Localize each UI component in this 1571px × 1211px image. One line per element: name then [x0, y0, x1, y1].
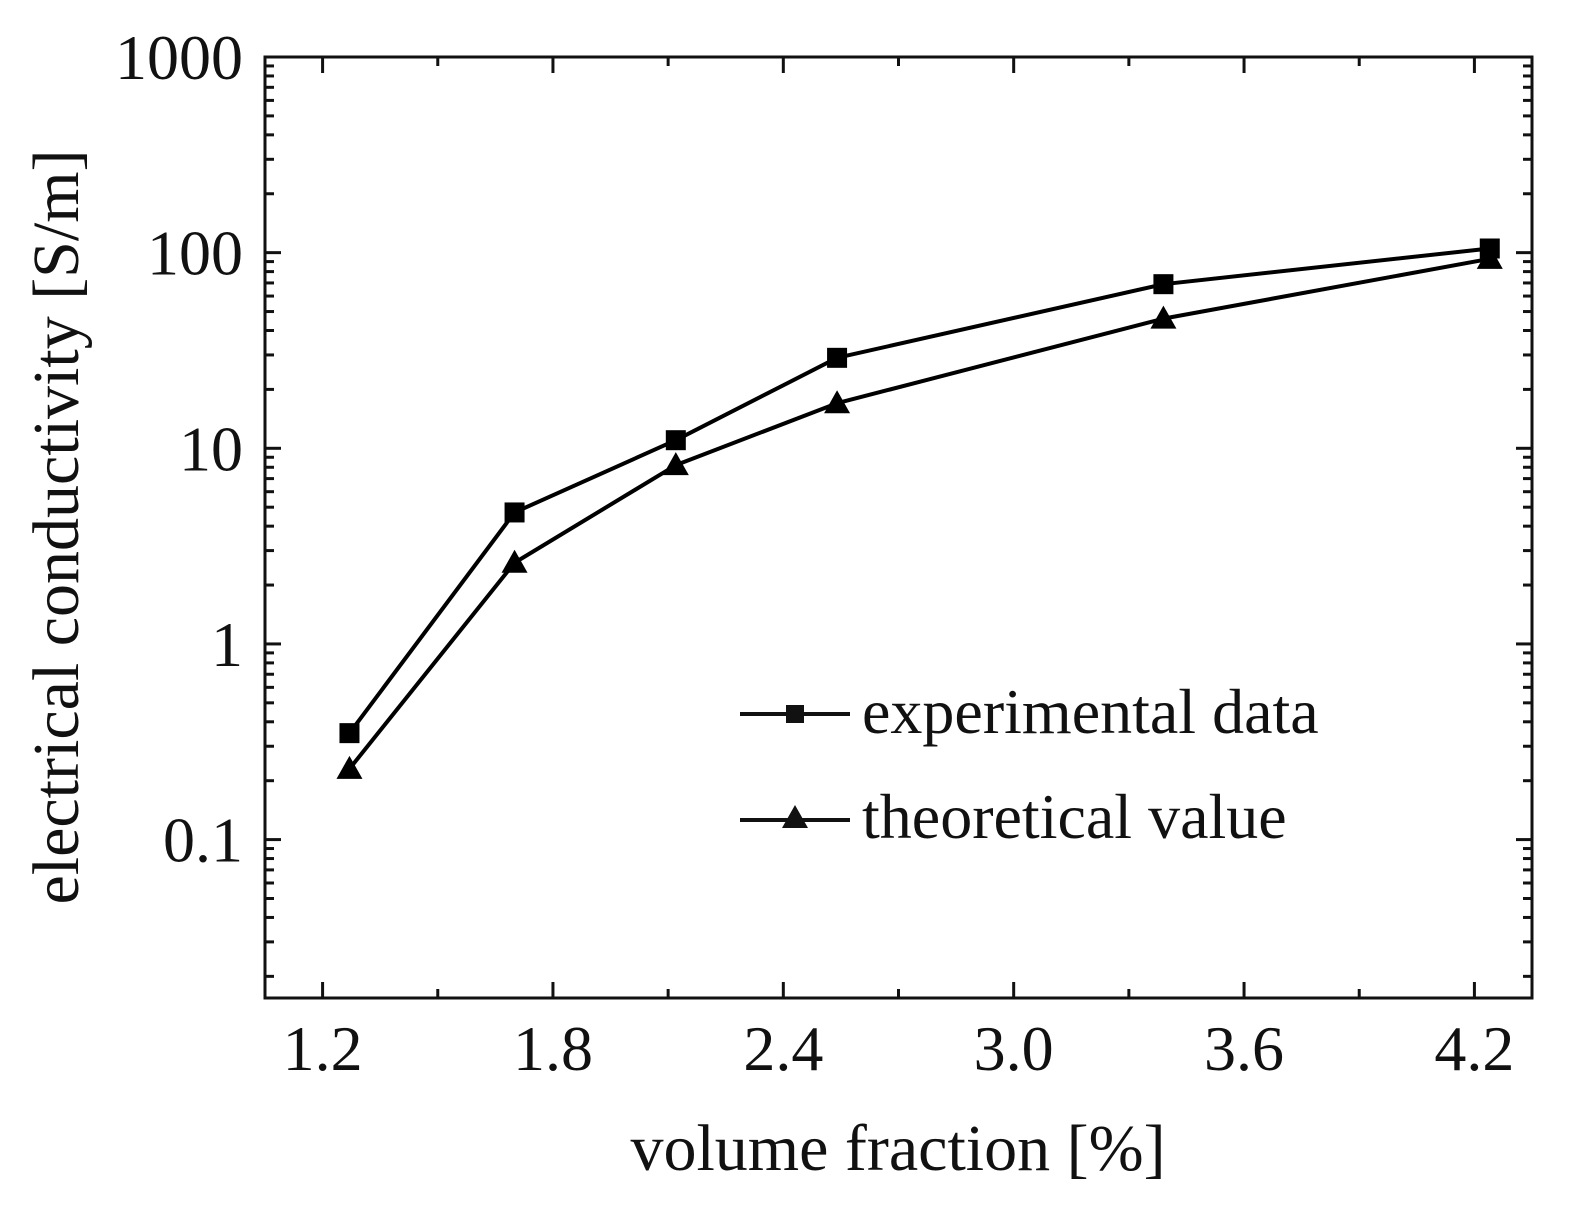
- x-axis-title: volume fraction [%]: [630, 1112, 1165, 1185]
- y-tick-label: 1000: [115, 22, 243, 93]
- data-point-triangle: [1476, 245, 1503, 269]
- series-line-0: [347, 246, 1490, 735]
- x-tick-label: 1.8: [513, 1013, 593, 1084]
- series-layer: [336, 238, 1503, 779]
- legend-marker-triangle: [782, 805, 808, 828]
- data-point-square: [1153, 274, 1174, 295]
- y-tick-label: 0.1: [163, 805, 243, 876]
- x-tick-label: 1.2: [283, 1013, 363, 1084]
- data-point-square: [665, 430, 686, 451]
- legend-label-theoretical: theoretical value: [862, 781, 1287, 852]
- legend-marker-square: [786, 705, 804, 723]
- y-tick-label: 10: [179, 413, 243, 484]
- legend: experimental data theoretical value: [740, 676, 1319, 852]
- data-point-triangle: [1150, 305, 1177, 329]
- data-point-square: [827, 347, 848, 368]
- x-tick-label: 3.0: [974, 1013, 1054, 1084]
- x-tick-label: 2.4: [743, 1013, 823, 1084]
- y-tick-label: 100: [147, 218, 243, 289]
- y-axis-title: electrical conductivity [S/m]: [20, 149, 93, 904]
- data-point-square: [504, 502, 525, 523]
- data-point-triangle: [662, 452, 689, 476]
- x-tick-label: 4.2: [1434, 1013, 1514, 1084]
- x-tick-label: 3.6: [1204, 1013, 1284, 1084]
- data-point-square: [339, 723, 360, 744]
- y-axis-ticks: 0.1 1 10 100 1000: [115, 22, 1532, 978]
- data-point-triangle: [824, 390, 851, 414]
- x-axis-ticks: 1.2 1.8 2.4 3.0 3.6 4.2: [283, 57, 1514, 1084]
- plot-frame: [263, 55, 1534, 1000]
- series-line-1: [347, 256, 1491, 771]
- legend-label-experimental: experimental data: [862, 676, 1319, 747]
- y-tick-label: 1: [211, 609, 243, 680]
- data-point-triangle: [336, 755, 363, 779]
- data-point-triangle: [501, 549, 528, 573]
